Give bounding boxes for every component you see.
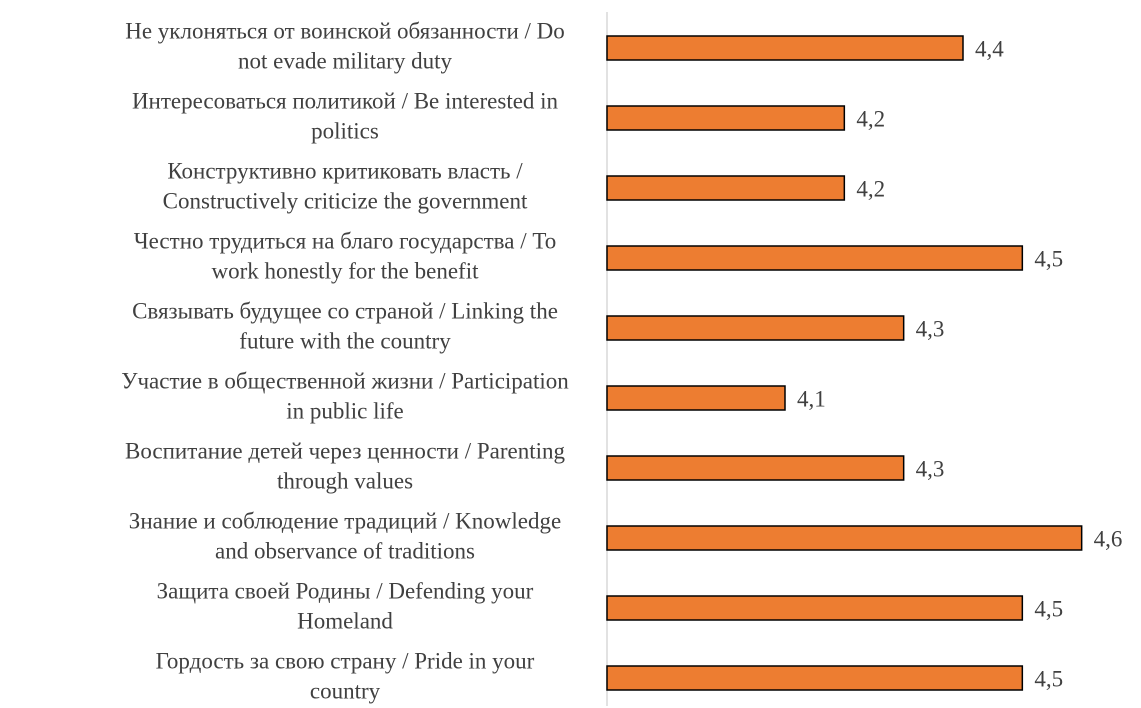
- value-label: 4,5: [1034, 666, 1063, 691]
- value-label: 4,2: [856, 176, 885, 201]
- category-label: Homeland: [297, 608, 393, 633]
- value-label: 4,2: [856, 106, 885, 131]
- category-label: work honestly for the benefit: [212, 258, 480, 283]
- value-label: 4,6: [1094, 526, 1123, 551]
- value-label: 4,3: [916, 456, 945, 481]
- category-label: Знание и соблюдение традиций / Knowledge: [129, 508, 561, 533]
- value-label: 4,5: [1034, 246, 1063, 271]
- category-label: Конструктивно критиковать власть /: [167, 158, 523, 183]
- category-label: and observance of traditions: [215, 538, 475, 563]
- bar: [606, 35, 964, 61]
- bar: [606, 105, 846, 131]
- category-label: in public life: [286, 398, 404, 423]
- value-label: 4,3: [916, 316, 945, 341]
- category-label: Честно трудиться на благо государства / …: [134, 228, 557, 253]
- category-label: through values: [277, 468, 413, 493]
- category-label: Участие в общественной жизни / Participa…: [121, 368, 569, 393]
- category-label: Воспитание детей через ценности / Parent…: [125, 438, 565, 463]
- bar: [606, 595, 1024, 621]
- bar: [606, 525, 1083, 551]
- category-label: Гордость за свою страну / Pride in your: [156, 648, 535, 673]
- category-label: Constructively criticize the government: [163, 188, 528, 213]
- bar: [606, 385, 786, 411]
- bar: [606, 175, 846, 201]
- category-label: Не уклоняться от воинской обязанности / …: [125, 18, 565, 43]
- value-label: 4,1: [797, 386, 826, 411]
- category-label: future with the country: [239, 328, 451, 353]
- bar: [606, 245, 1024, 271]
- category-label: politics: [311, 118, 379, 143]
- category-label: country: [310, 678, 381, 703]
- category-label: Интересоваться политикой / Be interested…: [132, 88, 559, 113]
- category-label: not evade military duty: [238, 48, 452, 73]
- bar: [606, 665, 1024, 691]
- value-label: 4,5: [1034, 596, 1063, 621]
- bar: [606, 455, 905, 481]
- category-label: Защита своей Родины / Defending your: [157, 578, 534, 603]
- category-label: Связывать будущее со страной / Linking t…: [132, 298, 558, 323]
- value-label: 4,4: [975, 36, 1004, 61]
- bar: [606, 315, 905, 341]
